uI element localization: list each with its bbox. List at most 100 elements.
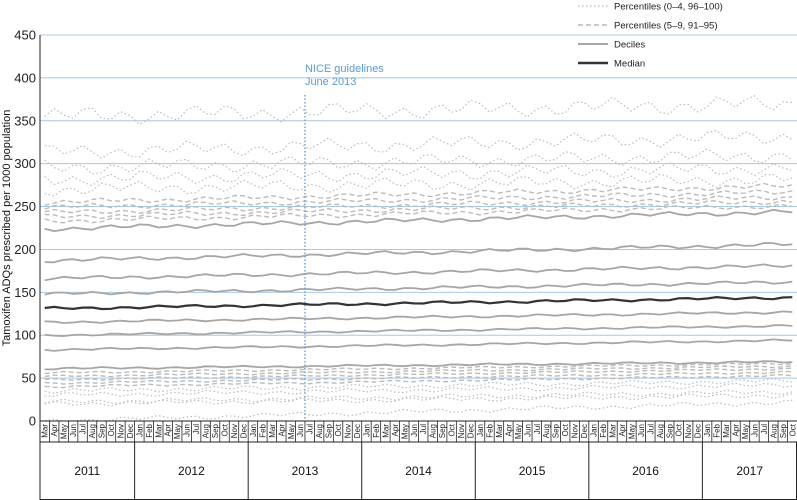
series-line	[44, 203, 793, 224]
series-line	[44, 263, 793, 282]
month-tick-label: Aug	[429, 424, 438, 438]
month-tick-label: Nov	[684, 424, 693, 438]
series-line	[44, 95, 793, 125]
y-tick-label: 150	[14, 285, 36, 300]
month-tick-label: Jan	[249, 424, 258, 437]
series-line	[44, 161, 793, 187]
series-line	[44, 296, 793, 311]
series-line	[44, 367, 793, 381]
series-line	[44, 173, 793, 197]
series-line	[44, 382, 793, 397]
series-line	[44, 199, 793, 220]
month-tick-label: Jul	[533, 424, 542, 434]
month-tick-label: Oct	[221, 423, 230, 436]
series-line	[44, 362, 793, 375]
series-group	[44, 95, 793, 422]
series-line	[44, 195, 793, 215]
month-tick-label: Sep	[98, 423, 107, 438]
month-tick-label: Jun	[410, 424, 419, 437]
month-tick-label: Aug	[542, 424, 551, 438]
year-label: 2012	[178, 464, 205, 478]
series-line	[44, 377, 793, 394]
month-tick-label: Jun	[69, 424, 78, 437]
month-tick-label: Dec	[353, 424, 362, 438]
month-tick-label: Jul	[192, 424, 201, 434]
y-tick-label: 400	[14, 70, 36, 85]
year-label: 2014	[405, 464, 432, 478]
month-tick-label: Sep	[552, 423, 561, 438]
month-tick-label: Aug	[202, 424, 211, 438]
y-axis-label: Tamoxifen ADQs prescribed per 1000 popul…	[1, 110, 13, 347]
month-tick-label: Feb	[713, 423, 722, 437]
month-tick-label: Oct	[788, 423, 797, 436]
month-tick-label: Jun	[523, 424, 532, 437]
year-label: 2016	[632, 464, 659, 478]
legend-label: Percentiles (0–4, 96–100)	[614, 2, 723, 13]
y-tick-label: 450	[14, 28, 36, 43]
month-tick-label: May	[60, 424, 69, 439]
month-tick-label: Jan	[362, 424, 371, 437]
y-tick-label: 100	[14, 328, 36, 343]
month-tick-label: May	[741, 424, 750, 439]
month-tick-label: May	[287, 424, 296, 439]
series-line	[44, 324, 793, 338]
month-tick-label: Oct	[675, 423, 684, 436]
month-tick-label: Feb	[599, 423, 608, 437]
month-tick-label: Mar	[154, 424, 163, 438]
month-tick-label: Oct	[448, 423, 457, 436]
annotation-label-line1: NICE guidelines	[305, 63, 384, 75]
y-tick-label: 300	[14, 156, 36, 171]
month-tick-label: Jun	[750, 424, 759, 437]
month-tick-label: Feb	[145, 423, 154, 437]
month-tick-label: Dec	[239, 424, 248, 438]
series-line	[44, 360, 793, 371]
month-tick-label: Mar	[41, 424, 50, 438]
series-line	[44, 399, 793, 422]
series-line	[44, 129, 793, 159]
month-tick-label: Jun	[637, 424, 646, 437]
month-tick-label: Sep	[325, 423, 334, 438]
month-tick-label: Aug	[656, 424, 665, 438]
month-tick-label: Jul	[79, 424, 88, 434]
y-tick-label: 200	[14, 242, 36, 257]
y-tick-label: 350	[14, 113, 36, 128]
month-tick-label: Oct	[561, 423, 570, 436]
month-tick-label: Mar	[381, 424, 390, 438]
series-line	[44, 280, 793, 296]
series-line	[44, 389, 793, 404]
month-tick-label: Apr	[50, 424, 59, 437]
series-line	[44, 365, 793, 378]
month-tick-label: Dec	[467, 424, 476, 438]
month-tick-label: Nov	[457, 424, 466, 438]
month-tick-label: Dec	[580, 424, 589, 438]
month-tick-label: Jul	[646, 424, 655, 434]
month-tick-label: Dec	[126, 424, 135, 438]
y-tick-label: 50	[22, 371, 36, 386]
month-tick-label: Jan	[703, 424, 712, 437]
series-line	[44, 393, 793, 407]
month-tick-label: Nov	[344, 424, 353, 438]
legend-label: Median	[614, 59, 645, 70]
month-tick-label: Oct	[107, 423, 116, 436]
series-line	[44, 148, 793, 175]
month-tick-label: Mar	[722, 424, 731, 438]
month-tick-label: Sep	[779, 423, 788, 438]
month-tick-label: Apr	[618, 424, 627, 437]
y-tick-label: 250	[14, 199, 36, 214]
month-tick-label: Feb	[258, 423, 267, 437]
year-label: 2015	[519, 464, 546, 478]
month-tick-label: Nov	[230, 424, 239, 438]
series-line	[44, 310, 793, 324]
month-tick-label: Jul	[306, 424, 315, 434]
series-line	[44, 242, 793, 264]
legend: Percentiles (0–4, 96–100) Percentiles (5–…	[578, 2, 723, 70]
month-tick-label: Sep	[438, 423, 447, 438]
month-tick-label: Mar	[608, 424, 617, 438]
month-tick-label: Jan	[135, 424, 144, 437]
month-tick-label: Nov	[116, 424, 125, 438]
series-line	[44, 208, 793, 233]
month-tick-label: Apr	[164, 424, 173, 437]
month-tick-label: May	[627, 424, 636, 439]
